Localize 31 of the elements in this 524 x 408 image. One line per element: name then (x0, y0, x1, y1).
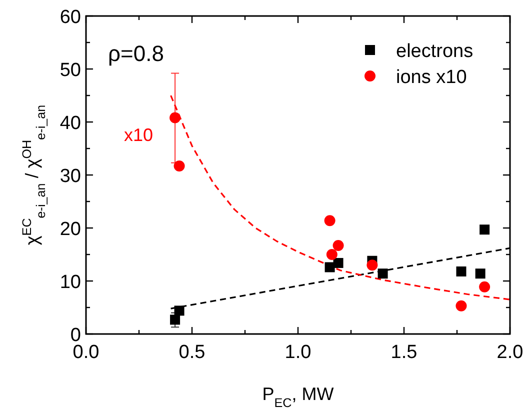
y-tick-label: 60 (60, 7, 81, 28)
point (324, 262, 335, 272)
y-tick-label: 10 (60, 272, 81, 293)
point (456, 300, 467, 312)
x-axis-title: P$_{EC}$, MW (262, 384, 334, 408)
x-tick-label: 0.5 (178, 342, 206, 363)
point (378, 268, 388, 279)
point (366, 260, 378, 271)
y-tick-label: 30 (60, 166, 81, 187)
point (170, 314, 180, 325)
point (174, 306, 184, 316)
y-tick-label: 20 (60, 219, 81, 240)
point (170, 112, 181, 124)
x-tick-label: 2.0 (496, 342, 524, 363)
legend-label: electrons (396, 41, 474, 62)
point (480, 224, 490, 235)
annotation: ρ=0.8 (108, 41, 164, 66)
point (326, 249, 338, 260)
x-tick-label: 1.0 (284, 342, 312, 363)
point (332, 240, 344, 251)
point (333, 258, 344, 268)
legend-label: ions x10 (396, 67, 467, 88)
y-tick-label: 40 (60, 113, 81, 134)
point (456, 266, 466, 276)
point (324, 215, 336, 226)
point (174, 160, 185, 172)
point (475, 268, 486, 279)
y-tick-label: 50 (60, 60, 81, 81)
annotation: x10 (124, 125, 154, 145)
x-tick-label: 1.5 (390, 342, 418, 363)
point (479, 281, 490, 292)
